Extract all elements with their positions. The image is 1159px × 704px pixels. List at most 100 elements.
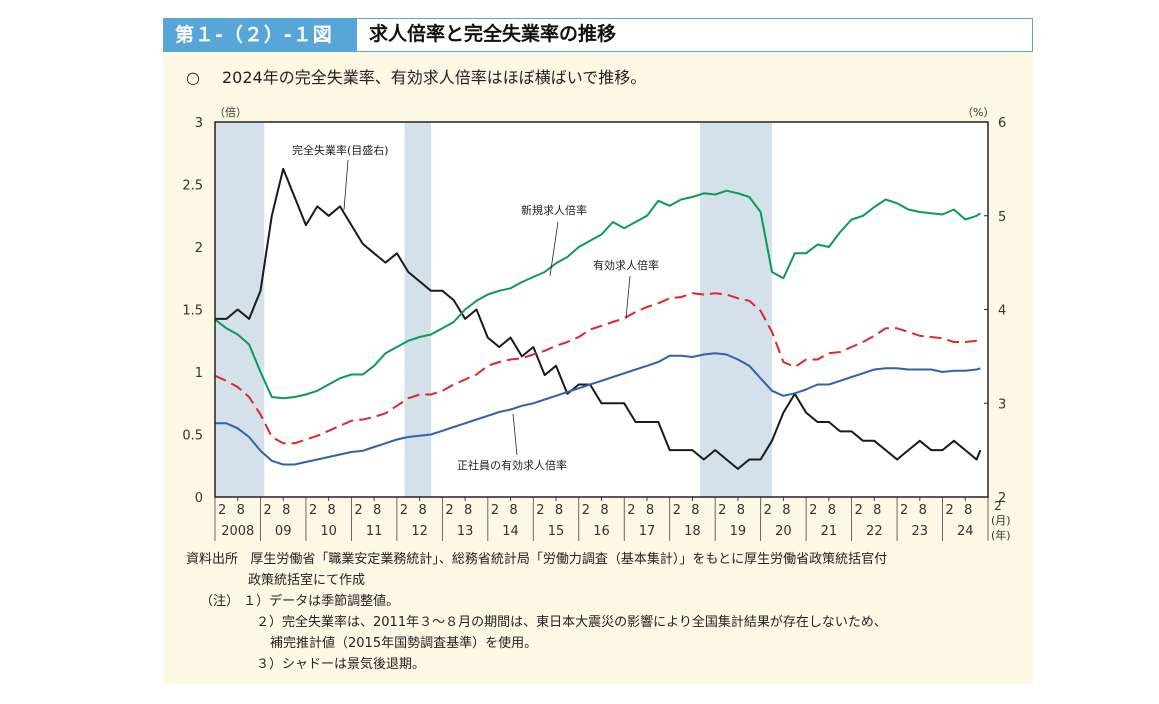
source-label: 資料出所 [186, 552, 239, 567]
x-year-label: 12 [411, 524, 428, 539]
summary: ○ 2024年の完全失業率、有効求人倍率はほぼ横ばいで推移。 [186, 64, 646, 88]
y-left-tick-label: 3 [195, 116, 203, 131]
series-line-3 [215, 352, 981, 466]
note-2: ２）完全失業率は、2011年３～８月の期間は、東日本大震災の影響により全国集計結… [256, 615, 887, 630]
x-month-tick-label: 2 [764, 503, 772, 518]
x-year-label: 11 [366, 524, 383, 539]
series-line-0 [215, 167, 982, 470]
source-text-2: 政策統括室にて作成 [248, 573, 366, 588]
figure-number: 第１-（２）-１図 [163, 18, 356, 52]
x-year-label: 22 [866, 524, 883, 539]
recession-shadow [215, 122, 265, 497]
x-month-end-label: 2 [994, 499, 1002, 513]
x-month-tick-label: 2 [673, 503, 681, 518]
x-month-tick-label: 2 [309, 503, 317, 518]
y-right-tick-label: 2 [998, 491, 1006, 506]
x-year-label: 21 [821, 524, 838, 539]
y-right-tick-label: 5 [998, 210, 1006, 225]
series-label: 正社員の有効求人倍率 [457, 458, 567, 472]
note-label: （注） [200, 594, 240, 609]
x-month-tick-label: 2 [354, 503, 362, 518]
x-month-tick-label: 2 [445, 503, 453, 518]
x-month-tick-label: 2 [491, 503, 499, 518]
x-month-tick-label: 2 [855, 503, 863, 518]
y-right-tick-label: 4 [998, 304, 1006, 319]
x-month-tick-label: 8 [828, 503, 836, 518]
x-year-label: 18 [684, 524, 701, 539]
series-line-2 [214, 292, 981, 445]
x-year-unit: (年) [991, 528, 1011, 542]
y-right-unit: （%） [962, 106, 994, 119]
note-3: ３）シャドーは景気後退期。 [256, 657, 426, 672]
x-month-tick-label: 8 [873, 503, 881, 518]
x-month-tick-label: 2 [718, 503, 726, 518]
bullet-icon: ○ [186, 68, 200, 87]
leader-line [343, 159, 349, 211]
x-month-tick-label: 8 [373, 503, 381, 518]
x-month-tick-label: 8 [555, 503, 563, 518]
x-year-label: 19 [730, 524, 747, 539]
y-right-tick-label: 3 [998, 397, 1006, 412]
x-year-label: 10 [320, 524, 337, 539]
x-month-tick-label: 8 [464, 503, 472, 518]
x-month-unit: (月) [991, 514, 1011, 527]
note-2b: 補完推計値（2015年国勢調査基準）を使用。 [270, 636, 538, 651]
x-year-label: 14 [502, 524, 519, 539]
leader-line [549, 221, 559, 277]
x-month-tick-label: 2 [809, 503, 817, 518]
series-line-1 [214, 189, 981, 400]
y-left-tick-label: 0 [195, 491, 203, 506]
x-month-tick-label: 2 [536, 503, 544, 518]
x-month-tick-label: 8 [964, 503, 972, 518]
x-month-tick-label: 8 [509, 503, 517, 518]
x-year-label: 2008 [221, 524, 254, 539]
series-label: 完全失業率(目盛右) [292, 143, 389, 157]
x-month-tick-label: 2 [946, 503, 954, 518]
x-month-tick-label: 2 [627, 503, 635, 518]
y-left-tick-label: 2 [195, 241, 203, 256]
figure-title: 求人倍率と完全失業率の推移 [356, 18, 1033, 52]
series-label: 新規求人倍率 [521, 203, 587, 217]
x-year-label: 16 [593, 524, 610, 539]
x-month-tick-label: 2 [263, 503, 271, 518]
x-year-label: 23 [912, 524, 929, 539]
y-left-tick-label: 2.5 [182, 179, 203, 194]
plot-area [215, 122, 988, 497]
x-month-tick-label: 2 [400, 503, 408, 518]
series-label: 有効求人倍率 [593, 258, 659, 272]
x-month-tick-label: 8 [328, 503, 336, 518]
x-year-label: 17 [639, 524, 656, 539]
notes: 資料出所 厚生労働省「職業安定業務統計」、総務省統計局「労働力調査（基本集計）」… [186, 549, 887, 675]
leader-line [625, 275, 631, 319]
plot-border [214, 121, 989, 498]
recession-shadow [700, 122, 773, 497]
x-month-tick-label: 8 [691, 503, 699, 518]
x-year-label: 24 [957, 524, 974, 539]
x-month-tick-label: 2 [218, 503, 226, 518]
x-year-label: 15 [548, 524, 565, 539]
y-left-tick-label: 1 [195, 366, 203, 381]
x-month-tick-label: 8 [237, 503, 245, 518]
x-month-tick-label: 8 [418, 503, 426, 518]
x-year-label: 20 [775, 524, 792, 539]
note-1: １）データは季節調整値。 [243, 594, 400, 609]
leader-line [512, 413, 518, 456]
source-text: 厚生労働省「職業安定業務統計」、総務省統計局「労働力調査（基本集計）」をもとに厚… [250, 552, 888, 567]
x-year-label: 13 [457, 524, 474, 539]
y-left-tick-label: 0.5 [182, 429, 203, 444]
x-month-tick-label: 8 [782, 503, 790, 518]
recession-shadow [404, 122, 431, 497]
x-month-tick-label: 8 [282, 503, 290, 518]
y-left-tick-label: 1.5 [182, 304, 203, 319]
y-right-tick-label: 6 [998, 116, 1006, 131]
x-year-label: 09 [275, 524, 292, 539]
x-month-tick-label: 2 [582, 503, 590, 518]
summary-text: 2024年の完全失業率、有効求人倍率はほぼ横ばいで推移。 [221, 68, 647, 87]
x-month-tick-label: 8 [737, 503, 745, 518]
x-month-tick-label: 8 [919, 503, 927, 518]
y-left-unit: （倍） [214, 105, 247, 119]
x-month-tick-label: 8 [646, 503, 654, 518]
x-month-tick-label: 2 [900, 503, 908, 518]
x-month-tick-label: 8 [600, 503, 608, 518]
